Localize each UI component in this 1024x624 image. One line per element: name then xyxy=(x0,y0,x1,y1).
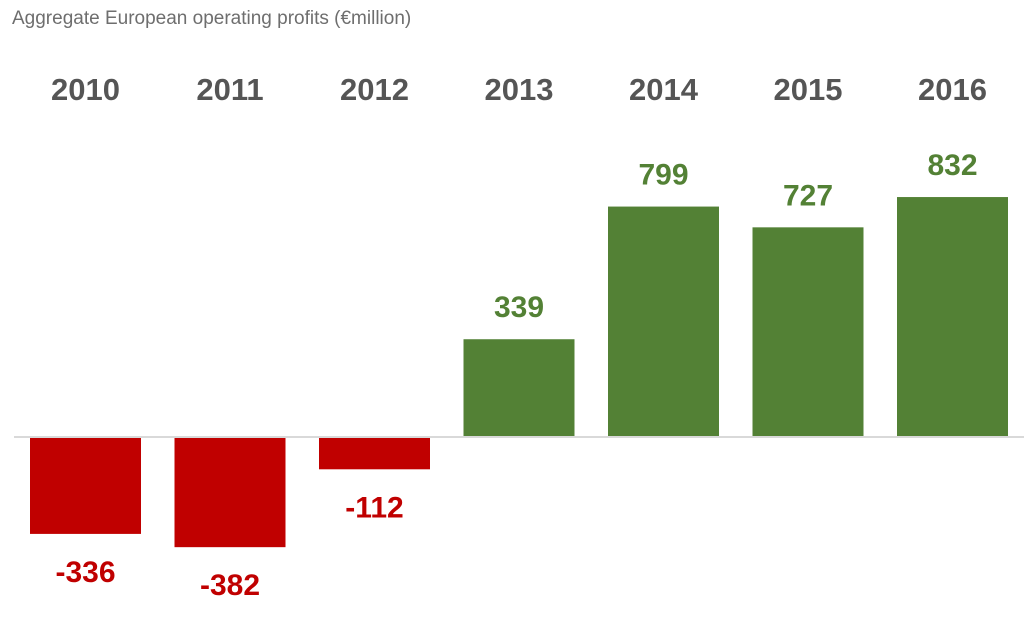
bars xyxy=(30,197,1008,548)
data-label-2011: -382 xyxy=(200,569,260,602)
data-label-2014: 799 xyxy=(638,159,688,192)
tick-label-2015: 2015 xyxy=(774,72,843,107)
tick-label-2014: 2014 xyxy=(629,72,699,107)
data-label-2012: -112 xyxy=(345,491,403,524)
tick-label-2016: 2016 xyxy=(918,72,987,107)
data-label-2016: 832 xyxy=(927,149,977,182)
category-tick-labels: 2010 2011 2012 2013 2014 2015 2016 xyxy=(51,72,987,107)
tick-label-2012: 2012 xyxy=(340,72,409,107)
bar-2010 xyxy=(30,437,141,534)
bar-2013 xyxy=(463,339,575,437)
bar-2011 xyxy=(174,437,286,548)
data-label-2010: -336 xyxy=(55,556,115,589)
data-labels: -336 -382 -112 339 799 727 832 xyxy=(55,149,977,602)
bar-2016 xyxy=(897,197,1008,437)
bar-2012 xyxy=(319,437,430,470)
bar-2015 xyxy=(752,227,864,437)
data-label-2013: 339 xyxy=(494,291,544,324)
data-label-2015: 727 xyxy=(783,179,833,212)
tick-label-2013: 2013 xyxy=(485,72,554,107)
bar-2014 xyxy=(608,206,719,437)
tick-label-2011: 2011 xyxy=(196,72,263,107)
tick-label-2010: 2010 xyxy=(51,72,120,107)
chart-title: Aggregate European operating profits (€m… xyxy=(12,8,412,29)
